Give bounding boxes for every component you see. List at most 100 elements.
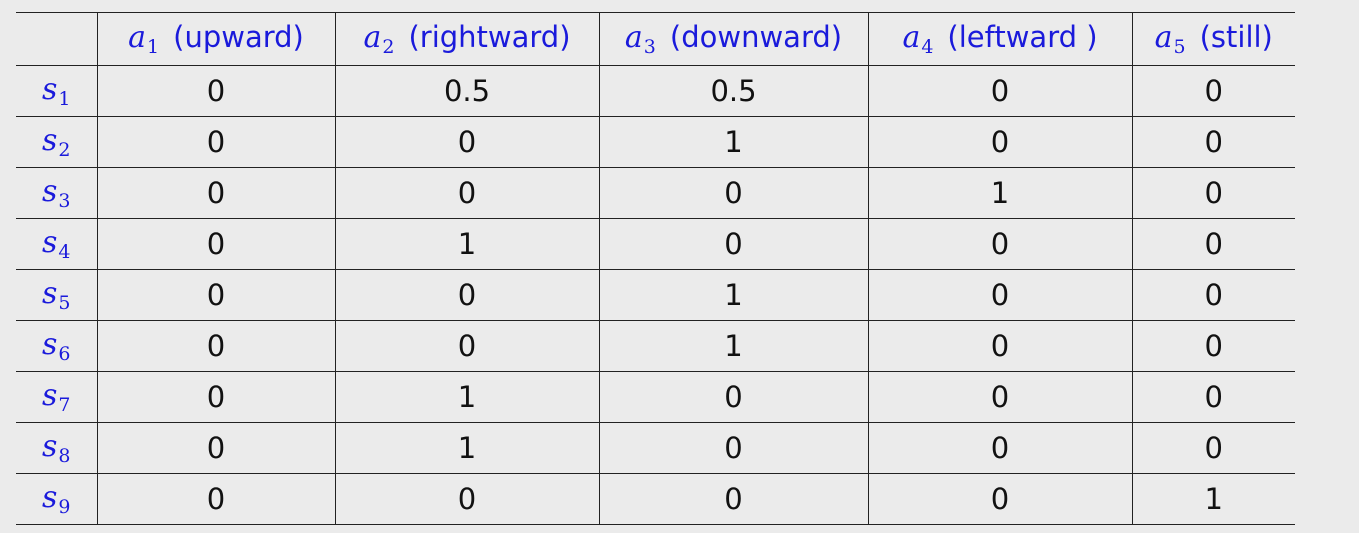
probability-cell: 0 xyxy=(334,269,600,321)
state-symbol: s xyxy=(42,225,58,260)
probability-cell: 0 xyxy=(867,473,1133,525)
state-symbol: s xyxy=(42,429,58,464)
state-symbol: s xyxy=(42,174,58,209)
probability-cell: 0 xyxy=(96,218,336,270)
action-symbol: a xyxy=(624,20,643,55)
probability-cell: 0 xyxy=(598,473,869,525)
policy-table: a1 (upward) a2 (rightward) a3 (downward) a4… xyxy=(16,12,1295,525)
column-header-a1: a1 (upward) xyxy=(96,12,336,66)
probability-cell: 0 xyxy=(96,320,336,372)
probability-cell: 0 xyxy=(96,371,336,423)
probability-cell: 0 xyxy=(334,473,600,525)
action-symbol: a xyxy=(1154,20,1173,55)
probability-cell: 1 xyxy=(334,422,600,474)
probability-cell: 0 xyxy=(598,422,869,474)
row-header-s6: s6 xyxy=(16,320,98,372)
probability-cell: 0 xyxy=(96,167,336,219)
probability-cell: 0.5 xyxy=(334,65,600,117)
probability-cell: 0 xyxy=(334,167,600,219)
state-symbol: s xyxy=(42,276,58,311)
table-row-s2: s2 0 0 1 0 0 xyxy=(16,116,1295,168)
column-header-a2: a2 (rightward) xyxy=(334,12,600,66)
action-label: (rightward) xyxy=(408,20,571,54)
state-subscript: 5 xyxy=(58,292,71,314)
table-row-s8: s8 0 1 0 0 0 xyxy=(16,422,1295,474)
probability-cell: 0 xyxy=(1131,218,1295,270)
row-header-s2: s2 xyxy=(16,116,98,168)
state-subscript: 4 xyxy=(58,241,71,263)
probability-cell: 0 xyxy=(598,167,869,219)
action-symbol: a xyxy=(902,20,921,55)
column-header-a5: a5 (still) xyxy=(1131,12,1295,66)
probability-cell: 0 xyxy=(96,116,336,168)
state-symbol: s xyxy=(42,480,58,515)
action-subscript: 5 xyxy=(1173,36,1186,58)
probability-cell: 0 xyxy=(334,116,600,168)
action-subscript: 1 xyxy=(147,36,160,58)
probability-cell: 0 xyxy=(867,422,1133,474)
state-symbol: s xyxy=(42,72,58,107)
probability-cell: 1 xyxy=(598,320,869,372)
probability-cell: 1 xyxy=(867,167,1133,219)
table-row-s5: s5 0 0 1 0 0 xyxy=(16,269,1295,321)
header-row: a1 (upward) a2 (rightward) a3 (downward) a4… xyxy=(16,12,1295,66)
table-row-s7: s7 0 1 0 0 0 xyxy=(16,371,1295,423)
row-header-s5: s5 xyxy=(16,269,98,321)
probability-cell: 0 xyxy=(867,320,1133,372)
probability-cell: 0 xyxy=(334,320,600,372)
column-header-a3: a3 (downward) xyxy=(598,12,869,66)
action-subscript: 4 xyxy=(921,36,934,58)
probability-cell: 0.5 xyxy=(598,65,869,117)
probability-cell: 1 xyxy=(598,269,869,321)
action-subscript: 2 xyxy=(382,36,395,58)
action-subscript: 3 xyxy=(643,36,656,58)
column-header-a4: a4 (leftward ) xyxy=(867,12,1133,66)
probability-cell: 0 xyxy=(867,218,1133,270)
state-subscript: 3 xyxy=(58,190,71,212)
row-header-s8: s8 xyxy=(16,422,98,474)
probability-cell: 0 xyxy=(96,65,336,117)
probability-cell: 0 xyxy=(1131,65,1295,117)
probability-cell: 0 xyxy=(1131,269,1295,321)
state-subscript: 6 xyxy=(58,343,71,365)
row-header-s1: s1 xyxy=(16,65,98,117)
action-symbol: a xyxy=(128,20,147,55)
probability-cell: 0 xyxy=(96,269,336,321)
state-subscript: 1 xyxy=(58,88,71,110)
probability-cell: 0 xyxy=(867,371,1133,423)
state-symbol: s xyxy=(42,327,58,362)
table-row-s6: s6 0 0 1 0 0 xyxy=(16,320,1295,372)
probability-cell: 0 xyxy=(96,422,336,474)
state-symbol: s xyxy=(42,378,58,413)
probability-cell: 0 xyxy=(598,371,869,423)
action-label: (upward) xyxy=(173,20,304,54)
probability-cell: 0 xyxy=(1131,320,1295,372)
state-subscript: 7 xyxy=(58,394,71,416)
action-label: (still) xyxy=(1199,20,1273,54)
row-header-s7: s7 xyxy=(16,371,98,423)
probability-cell: 0 xyxy=(1131,422,1295,474)
action-label: (leftward ) xyxy=(947,20,1098,54)
state-subscript: 9 xyxy=(58,496,71,518)
probability-cell: 0 xyxy=(96,473,336,525)
action-label: (downward) xyxy=(669,20,843,54)
probability-cell: 1 xyxy=(1131,473,1295,525)
probability-cell: 0 xyxy=(1131,116,1295,168)
corner-cell xyxy=(16,12,98,66)
state-subscript: 2 xyxy=(58,139,71,161)
probability-cell: 0 xyxy=(1131,371,1295,423)
table-row-s3: s3 0 0 0 1 0 xyxy=(16,167,1295,219)
state-subscript: 8 xyxy=(58,445,71,467)
row-header-s4: s4 xyxy=(16,218,98,270)
table-row-s4: s4 0 1 0 0 0 xyxy=(16,218,1295,270)
table-row-s9: s9 0 0 0 0 1 xyxy=(16,473,1295,525)
table-row-s1: s1 0 0.5 0.5 0 0 xyxy=(16,65,1295,117)
probability-cell: 1 xyxy=(598,116,869,168)
probability-cell: 0 xyxy=(867,116,1133,168)
probability-cell: 0 xyxy=(867,65,1133,117)
state-symbol: s xyxy=(42,123,58,158)
probability-cell: 1 xyxy=(334,218,600,270)
probability-cell: 0 xyxy=(1131,167,1295,219)
probability-cell: 1 xyxy=(334,371,600,423)
